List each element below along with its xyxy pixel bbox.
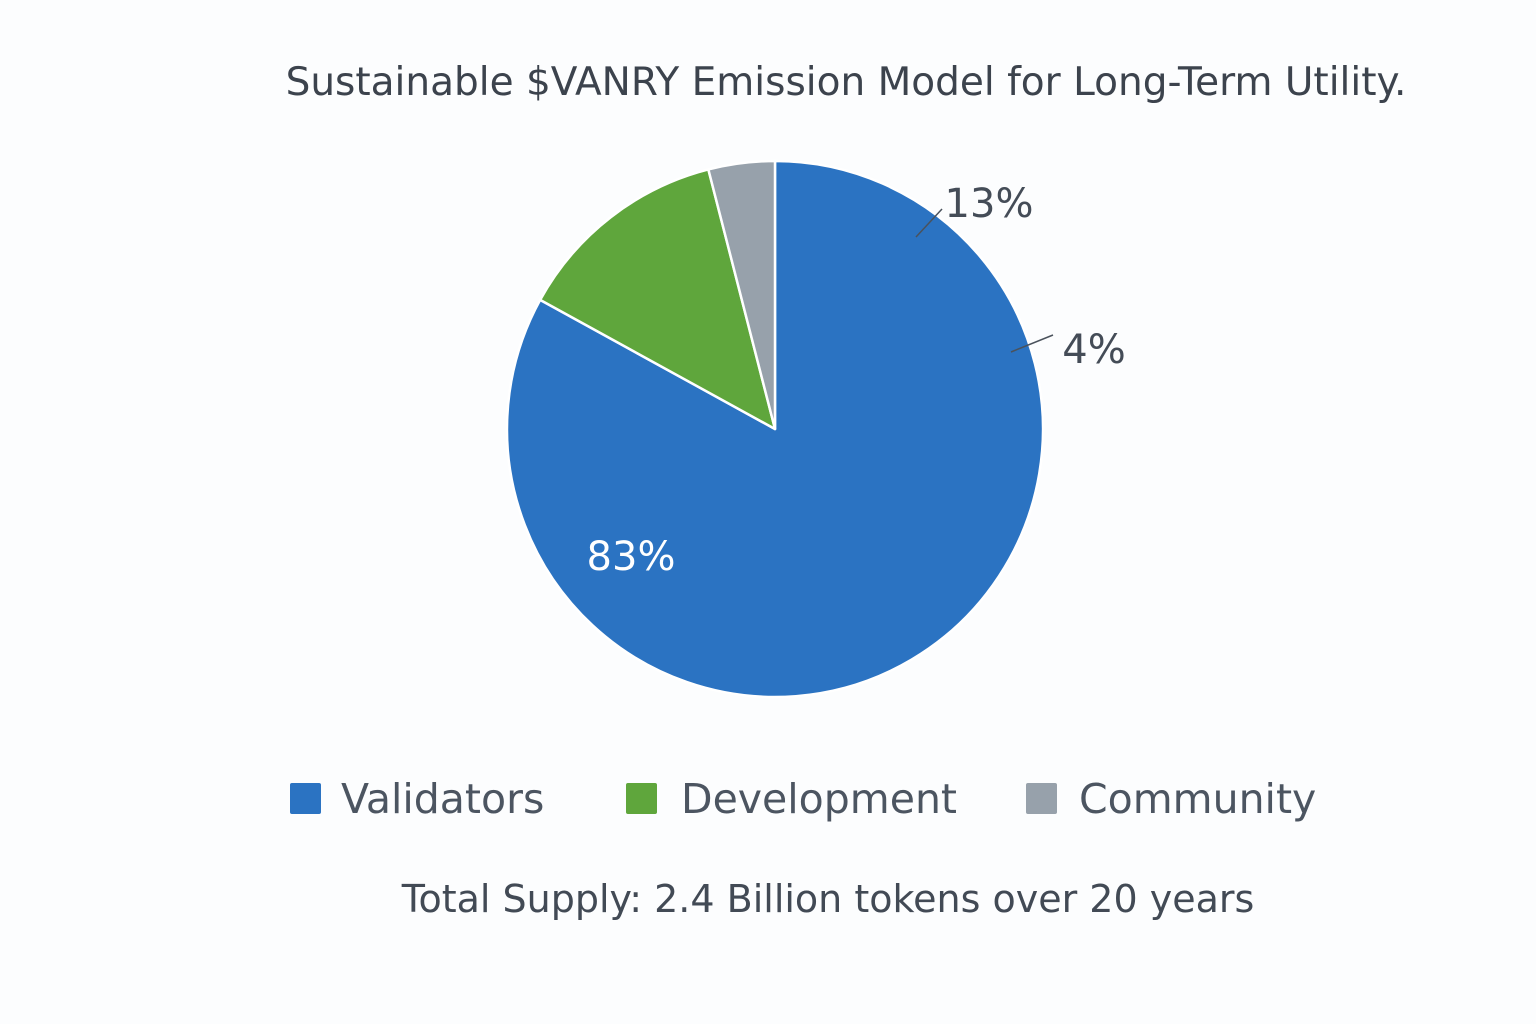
legend-label-validators: Validators [341, 775, 544, 823]
legend-swatch-development [626, 783, 657, 814]
pie-slice-community [707, 159, 777, 431]
leader-line-community [1010, 334, 1054, 353]
slice-label-community: 4% [1062, 327, 1125, 373]
pie-slice-development [538, 168, 777, 431]
slice-labels: 83% 13% 4% [587, 181, 1126, 580]
pie-slices [505, 159, 1045, 699]
legend-swatch-community [1026, 783, 1057, 814]
legend-label-community: Community [1079, 775, 1316, 823]
total-supply-footnote: Total Supply: 2.4 Billion tokens over 20… [401, 877, 1255, 921]
legend-swatch-validators [290, 783, 321, 814]
legend-label-development: Development [681, 775, 957, 823]
slice-label-development: 13% [945, 181, 1034, 227]
legend: Validators Development Community [290, 775, 1316, 823]
leader-line-development [915, 208, 943, 238]
chart-title: Sustainable $VANRY Emission Model for Lo… [286, 60, 1407, 105]
slice-label-validators: 83% [587, 534, 676, 580]
